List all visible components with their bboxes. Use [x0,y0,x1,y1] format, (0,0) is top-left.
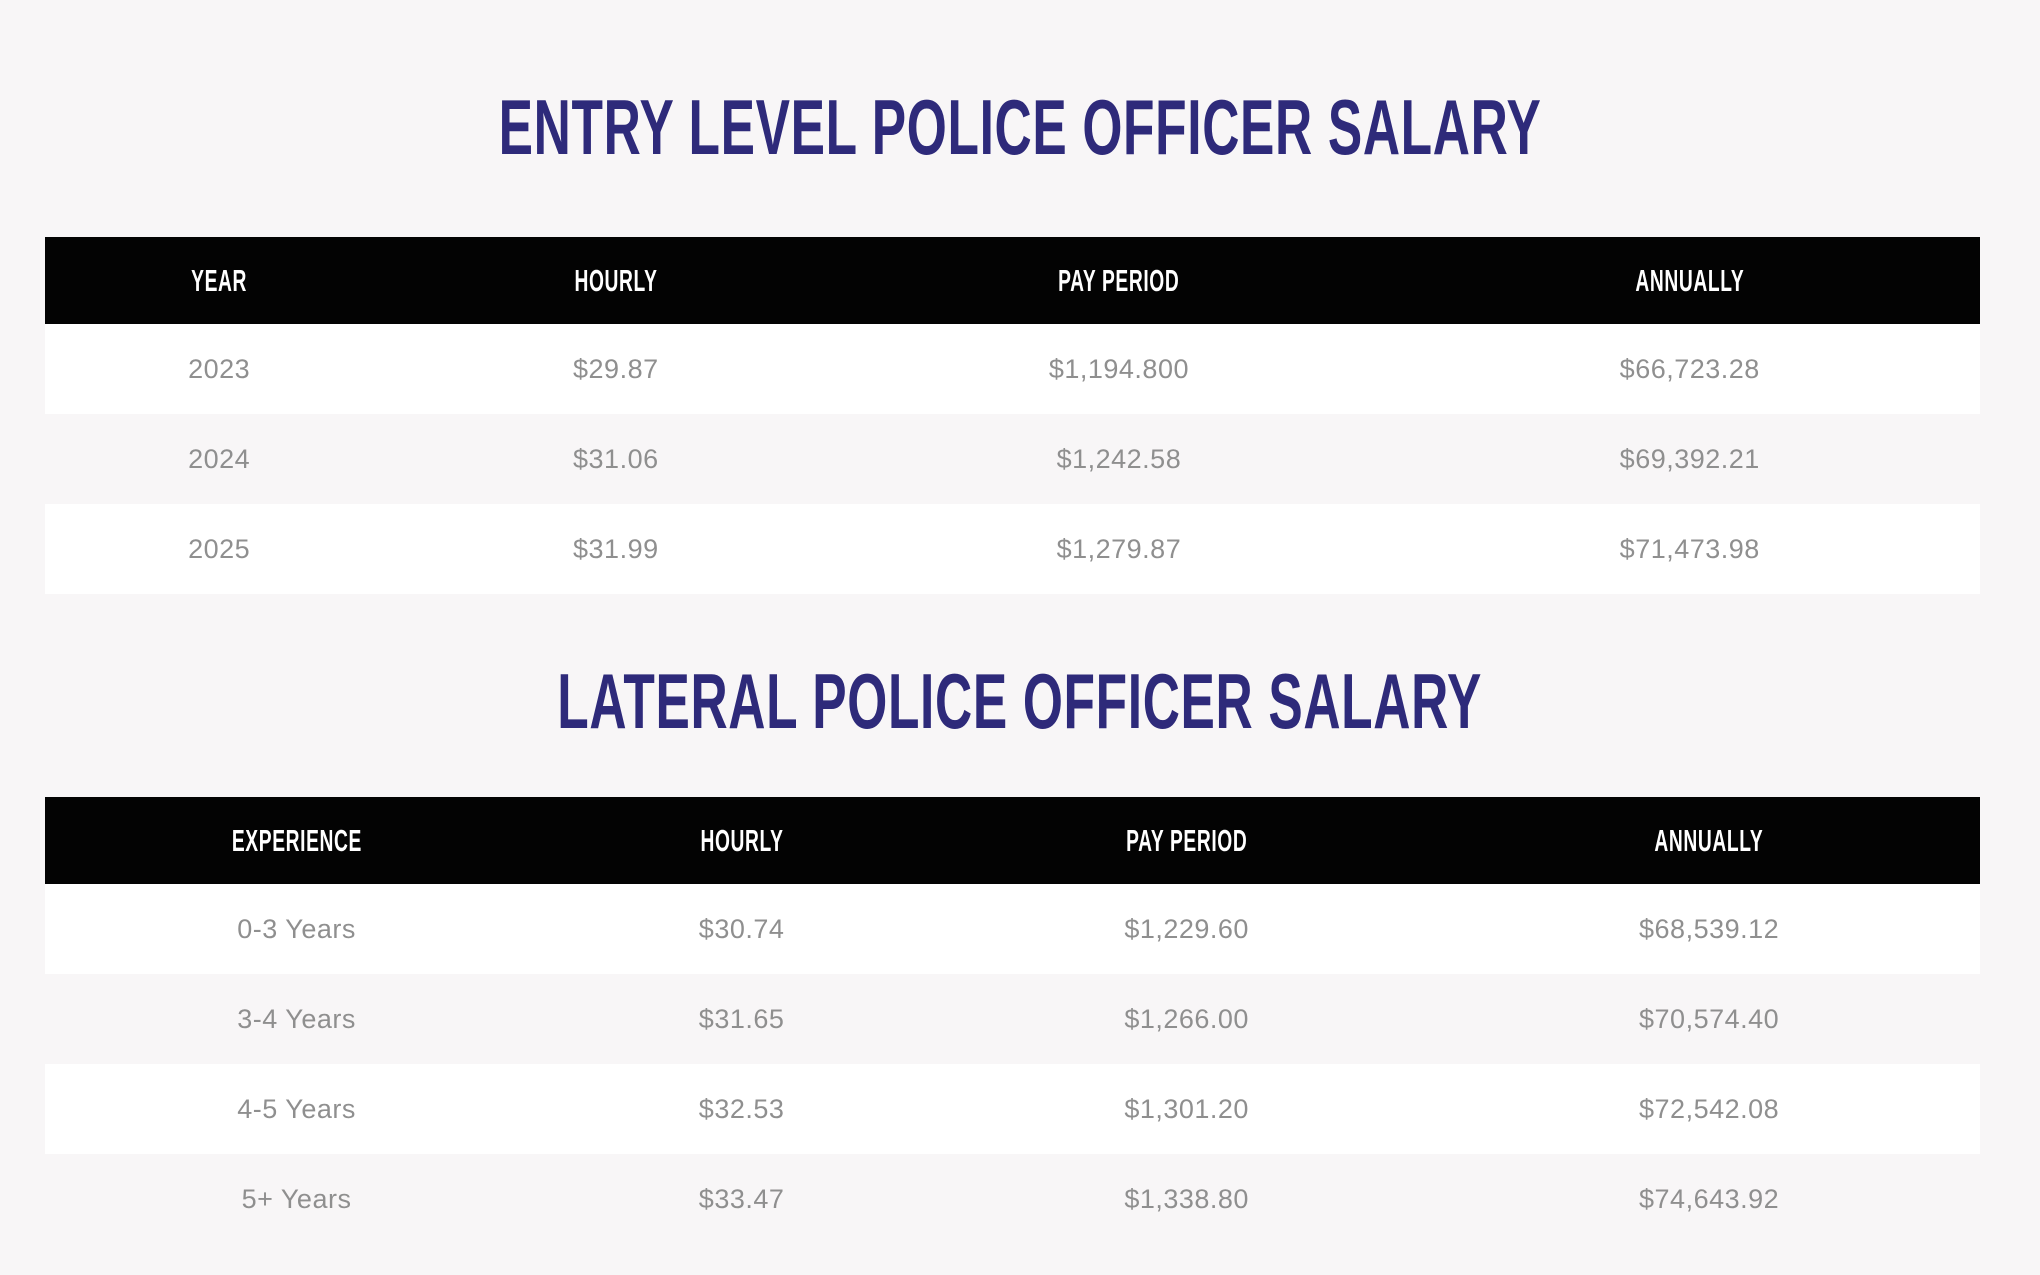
cell-year: 2025 [45,504,394,595]
cell-experience: 0-3 Years [45,884,549,975]
cell-annually: $68,539.12 [1438,884,1980,975]
cell-hourly: $29.87 [393,324,839,415]
column-header-hourly: HOURLY [548,797,936,885]
cell-pay-period: $1,242.58 [838,414,1400,505]
cell-year: 2024 [45,414,394,505]
cell-pay-period: $1,266.00 [935,974,1439,1065]
lateral-table-header-row: EXPERIENCE HOURLY PAY PERIOD ANNUALLY [45,797,1980,885]
cell-experience: 3-4 Years [45,974,549,1065]
entry-table-header-row: YEAR HOURLY PAY PERIOD ANNUALLY [45,237,1980,325]
cell-annually: $66,723.28 [1399,324,1980,415]
cell-hourly: $32.53 [548,1064,936,1155]
cell-pay-period: $1,229.60 [935,884,1439,975]
lateral-salary-table: EXPERIENCE HOURLY PAY PERIOD ANNUALLY 0-… [45,797,1980,1245]
entry-salary-title-text: ENTRY LEVEL POLICE OFFICER SALARY [498,83,1542,172]
cell-pay-period: $1,279.87 [838,504,1400,595]
cell-hourly: $33.47 [548,1154,936,1245]
table-row-2025: 2025 $31.99 $1,279.87 $71,473.98 [45,504,1980,595]
page: ENTRY LEVEL POLICE OFFICER SALARY YEAR H… [0,52,2040,1275]
table-row-2024: 2024 $31.06 $1,242.58 $69,392.21 [45,414,1980,505]
cell-hourly: $31.06 [393,414,839,505]
table-row-4-5-years: 4-5 Years $32.53 $1,301.20 $72,542.08 [45,1064,1980,1155]
table-row-0-3-years: 0-3 Years $30.74 $1,229.60 $68,539.12 [45,884,1980,975]
cell-experience: 5+ Years [45,1154,549,1245]
table-row-3-4-years: 3-4 Years $31.65 $1,266.00 $70,574.40 [45,974,1980,1065]
lateral-salary-title-text: LATERAL POLICE OFFICER SALARY [557,657,1483,746]
table-row-5-plus-years: 5+ Years $33.47 $1,338.80 $74,643.92 [45,1154,1980,1245]
lateral-salary-title: LATERAL POLICE OFFICER SALARY [0,662,2040,740]
cell-pay-period: $1,194.800 [838,324,1400,415]
column-header-hourly: HOURLY [393,237,839,325]
cell-hourly: $30.74 [548,884,936,975]
cell-pay-period: $1,301.20 [935,1064,1439,1155]
cell-pay-period: $1,338.80 [935,1154,1439,1245]
entry-salary-table: YEAR HOURLY PAY PERIOD ANNUALLY 2023 $29… [45,237,1980,595]
cell-year: 2023 [45,324,394,415]
cell-annually: $71,473.98 [1399,504,1980,595]
column-header-pay-period: PAY PERIOD [935,797,1439,885]
cell-annually: $74,643.92 [1438,1154,1980,1245]
entry-salary-title: ENTRY LEVEL POLICE OFFICER SALARY [0,52,2040,166]
column-header-pay-period: PAY PERIOD [838,237,1400,325]
column-header-annually: ANNUALLY [1438,797,1980,885]
cell-experience: 4-5 Years [45,1064,549,1155]
cell-annually: $69,392.21 [1399,414,1980,505]
cell-hourly: $31.65 [548,974,936,1065]
cell-hourly: $31.99 [393,504,839,595]
column-header-experience: EXPERIENCE [45,797,549,885]
table-row-2023: 2023 $29.87 $1,194.800 $66,723.28 [45,324,1980,415]
column-header-year: YEAR [45,237,394,325]
column-header-annually: ANNUALLY [1399,237,1980,325]
cell-annually: $70,574.40 [1438,974,1980,1065]
cell-annually: $72,542.08 [1438,1064,1980,1155]
